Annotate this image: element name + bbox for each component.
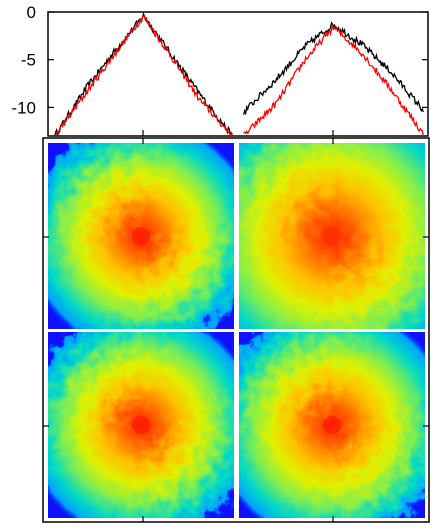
heatmap-cell-top-left	[48, 143, 234, 329]
series-line-0-0	[54, 11, 233, 137]
heatmap-peak	[132, 227, 150, 245]
series-line-1-0	[243, 21, 424, 116]
y-tick-label: -5	[21, 51, 36, 70]
series-line-1-1	[243, 25, 424, 137]
series-line-0-1	[54, 14, 233, 139]
y-tick-label: -10	[11, 98, 36, 117]
line-chart-y-axis: 0 -5 -10	[11, 3, 428, 136]
heatmap-peak	[323, 227, 341, 245]
heatmap-cell-top-right	[239, 143, 425, 329]
line-chart-frame	[47, 11, 429, 137]
heatmap-peak	[323, 416, 341, 434]
line-chart-panel: 0 -5 -10	[11, 3, 429, 139]
heatmap-cell-bottom-left	[48, 332, 234, 518]
heatmap-cells	[48, 143, 425, 518]
y-tick-label: 0	[27, 3, 36, 22]
heatmap-cell-bottom-right	[239, 332, 425, 518]
heatmap-ticks	[43, 138, 429, 522]
heatmap-peak	[132, 416, 150, 434]
heatmap-grid	[42, 137, 430, 523]
line-chart-series-group	[54, 11, 424, 139]
